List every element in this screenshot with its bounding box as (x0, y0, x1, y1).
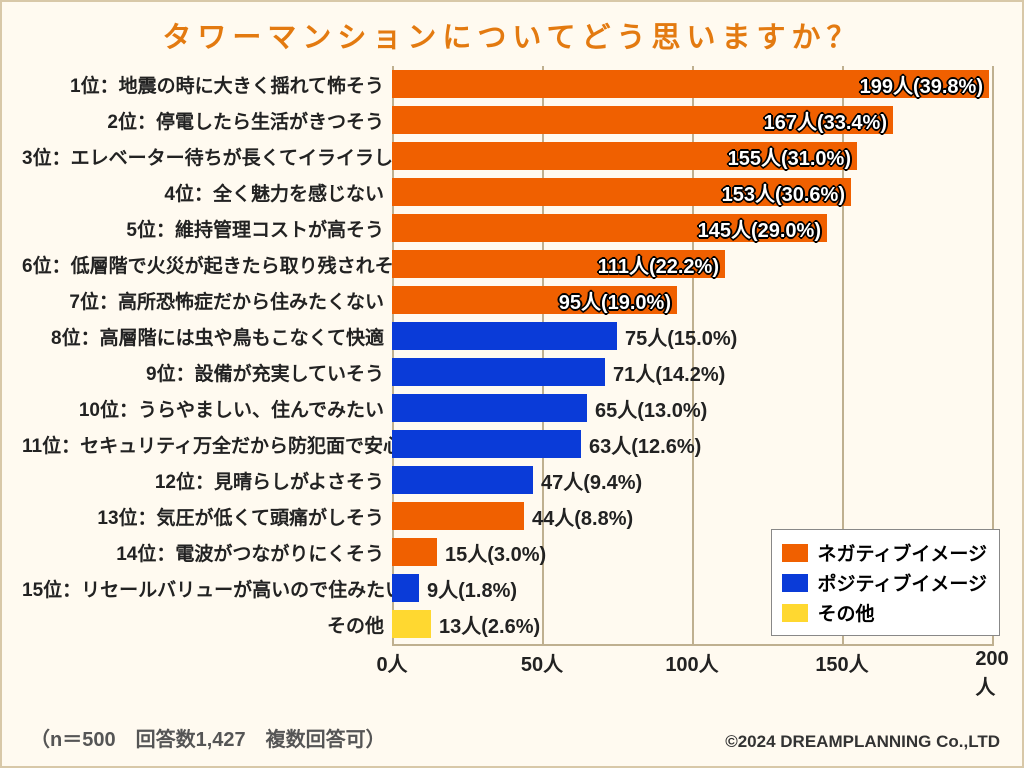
bar: 47人(9.4%) (392, 466, 533, 494)
bar-value: 47人(9.4%) (541, 466, 642, 495)
bar-value: 153人(30.6%) (722, 178, 845, 207)
bar-ylabel: 6位：低層階で火災が起きたら取り残されそう (22, 251, 392, 278)
legend-label: その他 (818, 599, 875, 626)
bar-row: 8位：高層階には虫や鳥もこなくて快適75人(15.0%) (22, 318, 1002, 354)
bar-value: 155人(31.0%) (728, 142, 851, 171)
bar: 145人(29.0%) (392, 214, 827, 242)
bar-row: 1位：地震の時に大きく揺れて怖そう 199人(39.8%) (22, 66, 1002, 102)
bar-ylabel: 11位：セキュリティ万全だから防犯面で安心 (22, 431, 392, 458)
bar-ylabel: 7位：高所恐怖症だから住みたくない (22, 287, 392, 314)
bar: 71人(14.2%) (392, 358, 605, 386)
bar: 15人(3.0%) (392, 538, 437, 566)
legend: ネガティブイメージポジティブイメージその他 (771, 529, 1000, 636)
bar-ylabel: 14位：電波がつながりにくそう (22, 539, 392, 566)
bar: 13人(2.6%) (392, 610, 431, 638)
legend-swatch (782, 604, 808, 622)
bar-value: 44人(8.8%) (532, 502, 633, 531)
bar-value: 9人(1.8%) (427, 574, 517, 603)
bar: 44人(8.8%) (392, 502, 524, 530)
legend-item: その他 (782, 599, 987, 626)
bar-ylabel: 8位：高層階には虫や鳥もこなくて快適 (22, 323, 392, 350)
bar-ylabel: その他 (22, 611, 392, 638)
legend-item: ネガティブイメージ (782, 539, 987, 566)
legend-item: ポジティブイメージ (782, 569, 987, 596)
bar-row: 4位：全く魅力を感じない 153人(30.6%) (22, 174, 1002, 210)
bar-value: 95人(19.0%) (559, 286, 671, 315)
bar: 9人(1.8%) (392, 574, 419, 602)
bar: 95人(19.0%) (392, 286, 677, 314)
bar-value: 63人(12.6%) (589, 430, 701, 459)
bar-ylabel: 12位：見晴らしがよさそう (22, 467, 392, 494)
bar: 65人(13.0%) (392, 394, 587, 422)
bar-ylabel: 1位：地震の時に大きく揺れて怖そう (22, 71, 392, 98)
x-axis (392, 644, 992, 646)
bar-value: 71人(14.2%) (613, 358, 725, 387)
bar-value: 65人(13.0%) (595, 394, 707, 423)
bar-ylabel: 9位：設備が充実していそう (22, 359, 392, 386)
chart-title: タワーマンションについてどう思いますか？ (22, 14, 1002, 56)
bar-ylabel: 2位：停電したら生活がきつそう (22, 107, 392, 134)
bar-row: 12位：見晴らしがよさそう47人(9.4%) (22, 462, 1002, 498)
bar-ylabel: 3位：エレベーター待ちが長くてイライラしそう (22, 143, 392, 170)
bar-row: 5位：維持管理コストが高そう 145人(29.0%) (22, 210, 1002, 246)
x-tick-label: 200人 (975, 648, 1008, 700)
bar-ylabel: 4位：全く魅力を感じない (22, 179, 392, 206)
bar: 155人(31.0%) (392, 142, 857, 170)
bar-row: 9位：設備が充実していそう71人(14.2%) (22, 354, 1002, 390)
bar-row: 3位：エレベーター待ちが長くてイライラしそう 155人(31.0%) (22, 138, 1002, 174)
bar-row: 7位：高所恐怖症だから住みたくない 95人(19.0%) (22, 282, 1002, 318)
bar-row: 11位：セキュリティ万全だから防犯面で安心63人(12.6%) (22, 426, 1002, 462)
bar-value: 111人(22.2%) (598, 250, 719, 279)
bar-value: 199人(39.8%) (860, 70, 983, 99)
x-tick-label: 150人 (815, 648, 868, 677)
bar-value: 167人(33.4%) (764, 106, 887, 135)
bar-ylabel: 15位：リセールバリューが高いので住みたい (22, 575, 392, 602)
bar-ylabel: 13位：気圧が低くて頭痛がしそう (22, 503, 392, 530)
legend-swatch (782, 544, 808, 562)
bar: 111人(22.2%) (392, 250, 725, 278)
bar: 75人(15.0%) (392, 322, 617, 350)
bar-ylabel: 10位：うらやましい、住んでみたい (22, 395, 392, 422)
x-tick-label: 100人 (665, 648, 718, 677)
bar-value: 145人(29.0%) (698, 214, 821, 243)
copyright: ©2024 DREAMPLANNING Co.,LTD (725, 732, 1000, 752)
legend-label: ネガティブイメージ (818, 539, 987, 566)
legend-swatch (782, 574, 808, 592)
bar-value: 15人(3.0%) (445, 538, 546, 567)
bar: 63人(12.6%) (392, 430, 581, 458)
bar-row: 2位：停電したら生活がきつそう 167人(33.4%) (22, 102, 1002, 138)
legend-label: ポジティブイメージ (818, 569, 987, 596)
sample-note: （n＝500 回答数1,427 複数回答可） (30, 723, 386, 752)
bar: 167人(33.4%) (392, 106, 893, 134)
x-tick-label: 50人 (521, 648, 563, 677)
bar-ylabel: 5位：維持管理コストが高そう (22, 215, 392, 242)
bar: 153人(30.6%) (392, 178, 851, 206)
bar-row: 10位：うらやましい、住んでみたい65人(13.0%) (22, 390, 1002, 426)
x-tick-label: 0人 (376, 648, 407, 677)
bar-row: 6位：低層階で火災が起きたら取り残されそう 111人(22.2%) (22, 246, 1002, 282)
bar-value: 75人(15.0%) (625, 322, 737, 351)
bar-value: 13人(2.6%) (439, 610, 540, 639)
bar: 199人(39.8%) (392, 70, 989, 98)
